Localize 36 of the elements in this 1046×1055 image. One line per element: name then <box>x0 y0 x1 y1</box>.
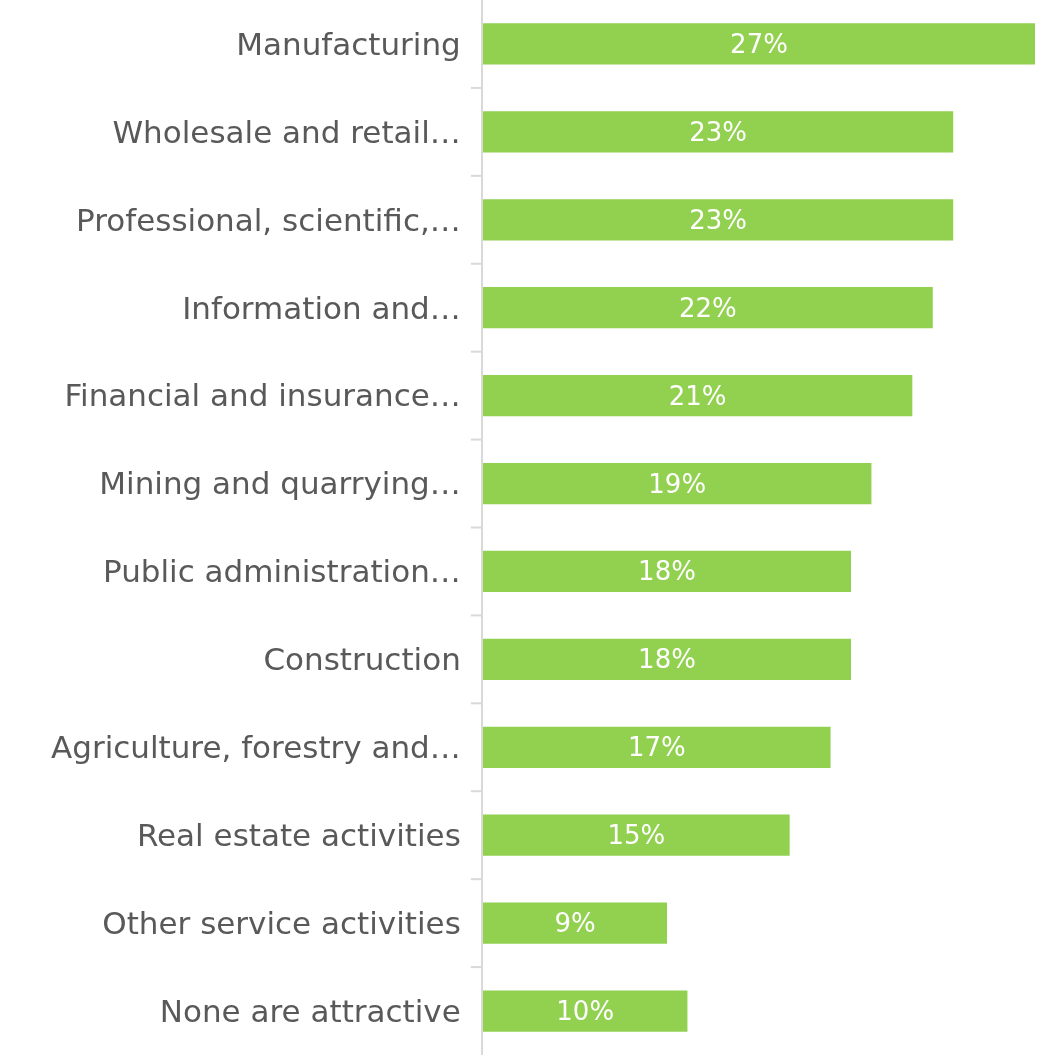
data-label: 15% <box>607 820 666 851</box>
y-tick-label: Other service activities <box>102 904 461 941</box>
y-tick-label: Professional, scientific,… <box>76 201 461 238</box>
data-label: 18% <box>638 644 696 675</box>
data-label: 17% <box>627 732 686 763</box>
bar <box>483 23 1035 65</box>
data-label: 9% <box>554 908 596 939</box>
bar <box>483 111 954 153</box>
y-tick-label: Information and… <box>182 289 461 326</box>
y-tick-label: Agriculture, forestry and… <box>51 729 461 766</box>
data-label: 10% <box>556 996 615 1027</box>
bar <box>483 814 790 856</box>
y-tick-label: Public administration… <box>103 553 461 590</box>
data-label: 21% <box>668 380 727 411</box>
data-label: 27% <box>730 28 788 59</box>
data-label: 18% <box>638 556 696 587</box>
bar <box>483 287 933 329</box>
y-tick-label: Real estate activities <box>136 817 461 854</box>
y-tick-label: Construction <box>263 641 461 678</box>
y-tick-label: Mining and quarrying… <box>99 465 461 502</box>
bar <box>483 374 913 417</box>
y-tick-label: Manufacturing <box>236 25 461 62</box>
bar <box>483 638 851 681</box>
bar <box>483 199 954 241</box>
y-tick-label: None are attractive <box>159 992 461 1029</box>
bar <box>483 902 667 944</box>
y-tick-label: Financial and insurance… <box>64 377 461 414</box>
bar <box>483 550 851 593</box>
data-label: 19% <box>648 468 707 499</box>
bar <box>483 462 872 505</box>
bar <box>483 726 831 768</box>
data-label: 23% <box>689 204 748 235</box>
data-label: 22% <box>678 292 737 323</box>
y-tick-label: Wholesale and retail… <box>112 113 461 150</box>
bar <box>483 990 688 1032</box>
data-label: 23% <box>689 116 748 147</box>
